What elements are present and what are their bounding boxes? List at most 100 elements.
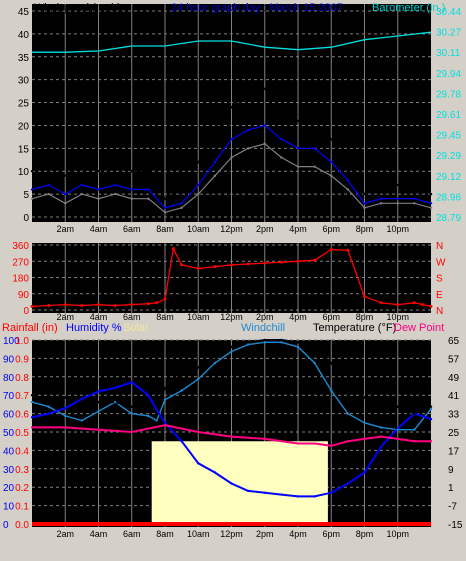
wind-point — [296, 165, 300, 168]
hour-tick-label: 4am — [90, 529, 108, 539]
wind-point — [230, 156, 233, 159]
wind-point — [346, 179, 350, 182]
humidity-tick-label: 10 — [3, 502, 15, 513]
compass-tick-label: N — [436, 306, 443, 317]
temperature-point — [280, 338, 283, 342]
barometer-tick-label: 29.78 — [436, 89, 461, 100]
wind-direction-point — [146, 302, 150, 306]
wind-point — [113, 192, 117, 196]
hour-tick-label: 10pm — [386, 529, 409, 539]
wind-point — [396, 202, 399, 205]
wind-point — [30, 170, 34, 173]
wind-direction-point — [263, 261, 267, 265]
hour-tick-label: 2am — [56, 529, 74, 539]
temperature-tick-label: 1 — [448, 483, 454, 494]
windchill-point — [363, 421, 366, 424]
wind-direction-point — [97, 303, 100, 307]
wind-direction-point — [80, 303, 84, 307]
hour-tick-label: 2am — [56, 312, 74, 322]
hour-tick-label: 12pm — [220, 312, 243, 322]
temperature-tick-label: 17 — [448, 446, 460, 457]
temperature-point — [230, 345, 233, 349]
wind-point — [163, 206, 167, 210]
windspeed-tick-label: 20 — [18, 121, 30, 132]
wind-point — [113, 183, 117, 187]
humidity-point — [330, 491, 333, 494]
wind-direction-point — [155, 301, 159, 305]
wind-point — [64, 174, 67, 177]
temperature-point — [97, 400, 100, 404]
humidity-point — [80, 397, 84, 401]
wind-point — [346, 160, 350, 164]
barometer-tick-label: 29.12 — [436, 172, 461, 183]
temperature-point — [180, 373, 183, 376]
dewpoint-point — [413, 440, 416, 443]
dewpoint-point — [230, 435, 233, 438]
wind-point — [246, 92, 250, 95]
dewpoint-point — [296, 442, 300, 445]
windchill-point — [330, 389, 333, 392]
windchill-point — [346, 412, 350, 415]
windchill-point — [80, 419, 84, 422]
wind-point — [230, 137, 233, 141]
wind-point — [413, 202, 416, 205]
hour-tick-label: 2pm — [256, 312, 274, 322]
wind-direction-point — [196, 266, 200, 270]
wind-direction-point — [30, 304, 34, 308]
temperature-point — [263, 338, 266, 342]
dewpoint-point — [130, 430, 133, 434]
humidity-point — [429, 417, 433, 421]
dewpoint-point — [396, 437, 399, 441]
humidity-tick-label: 20 — [3, 483, 15, 494]
wind-point — [130, 197, 133, 200]
hour-tick-label: 12pm — [220, 224, 243, 234]
wind-point — [330, 160, 333, 164]
temperature-point — [130, 405, 133, 408]
hour-tick-label: 4pm — [289, 529, 307, 539]
windchill-point — [147, 414, 150, 418]
humidity-point — [313, 495, 316, 498]
compass-tick-label: N — [436, 241, 443, 252]
wind-direction-point — [296, 259, 300, 263]
rainfall-tick-label: 0.5 — [15, 428, 29, 439]
wind-point — [246, 147, 250, 150]
hour-tick-label: 10pm — [386, 224, 409, 234]
humidity-point — [155, 408, 158, 412]
hour-tick-label: 10am — [187, 312, 210, 322]
wind-direction-point — [63, 303, 67, 307]
temperature-point — [429, 405, 433, 408]
wind-point — [363, 192, 366, 196]
humidity-tick-label: 30 — [3, 465, 15, 476]
wind-point — [330, 137, 333, 141]
humidity-point — [147, 394, 150, 397]
wind-point — [147, 188, 150, 191]
windspeed-tick-label: 40 — [18, 30, 30, 41]
barometer-tick-label: 28.96 — [436, 192, 461, 203]
wind-point — [346, 188, 350, 191]
hour-tick-label: 10am — [187, 224, 210, 234]
hour-tick-label: 6am — [123, 312, 141, 322]
wind-point — [263, 124, 266, 127]
windchill-point — [379, 426, 383, 429]
temperature-point — [296, 341, 300, 344]
solar-legend-label: Solar — [123, 322, 149, 334]
windchill-point — [30, 400, 34, 404]
hour-tick-label: 10pm — [386, 312, 409, 322]
windchill-legend-label: Windchill — [241, 322, 285, 334]
wind-direction-point — [329, 248, 333, 252]
hour-tick-label: 6pm — [322, 224, 340, 234]
windspeed-tick-label: 10 — [18, 167, 30, 178]
wind-point — [363, 202, 366, 205]
wind-point — [80, 192, 84, 196]
wind-point — [180, 206, 183, 210]
humidity-point — [30, 416, 34, 419]
humidity-point — [197, 462, 200, 465]
windchill-point — [47, 405, 50, 408]
wind-point — [80, 183, 84, 187]
humidity-point — [163, 421, 167, 424]
wind-point — [180, 202, 183, 205]
temperature-point — [413, 412, 416, 415]
rainfall-tick-label: 1.0 — [15, 336, 29, 347]
dewpoint-point — [313, 442, 316, 445]
wind-point — [64, 202, 67, 205]
